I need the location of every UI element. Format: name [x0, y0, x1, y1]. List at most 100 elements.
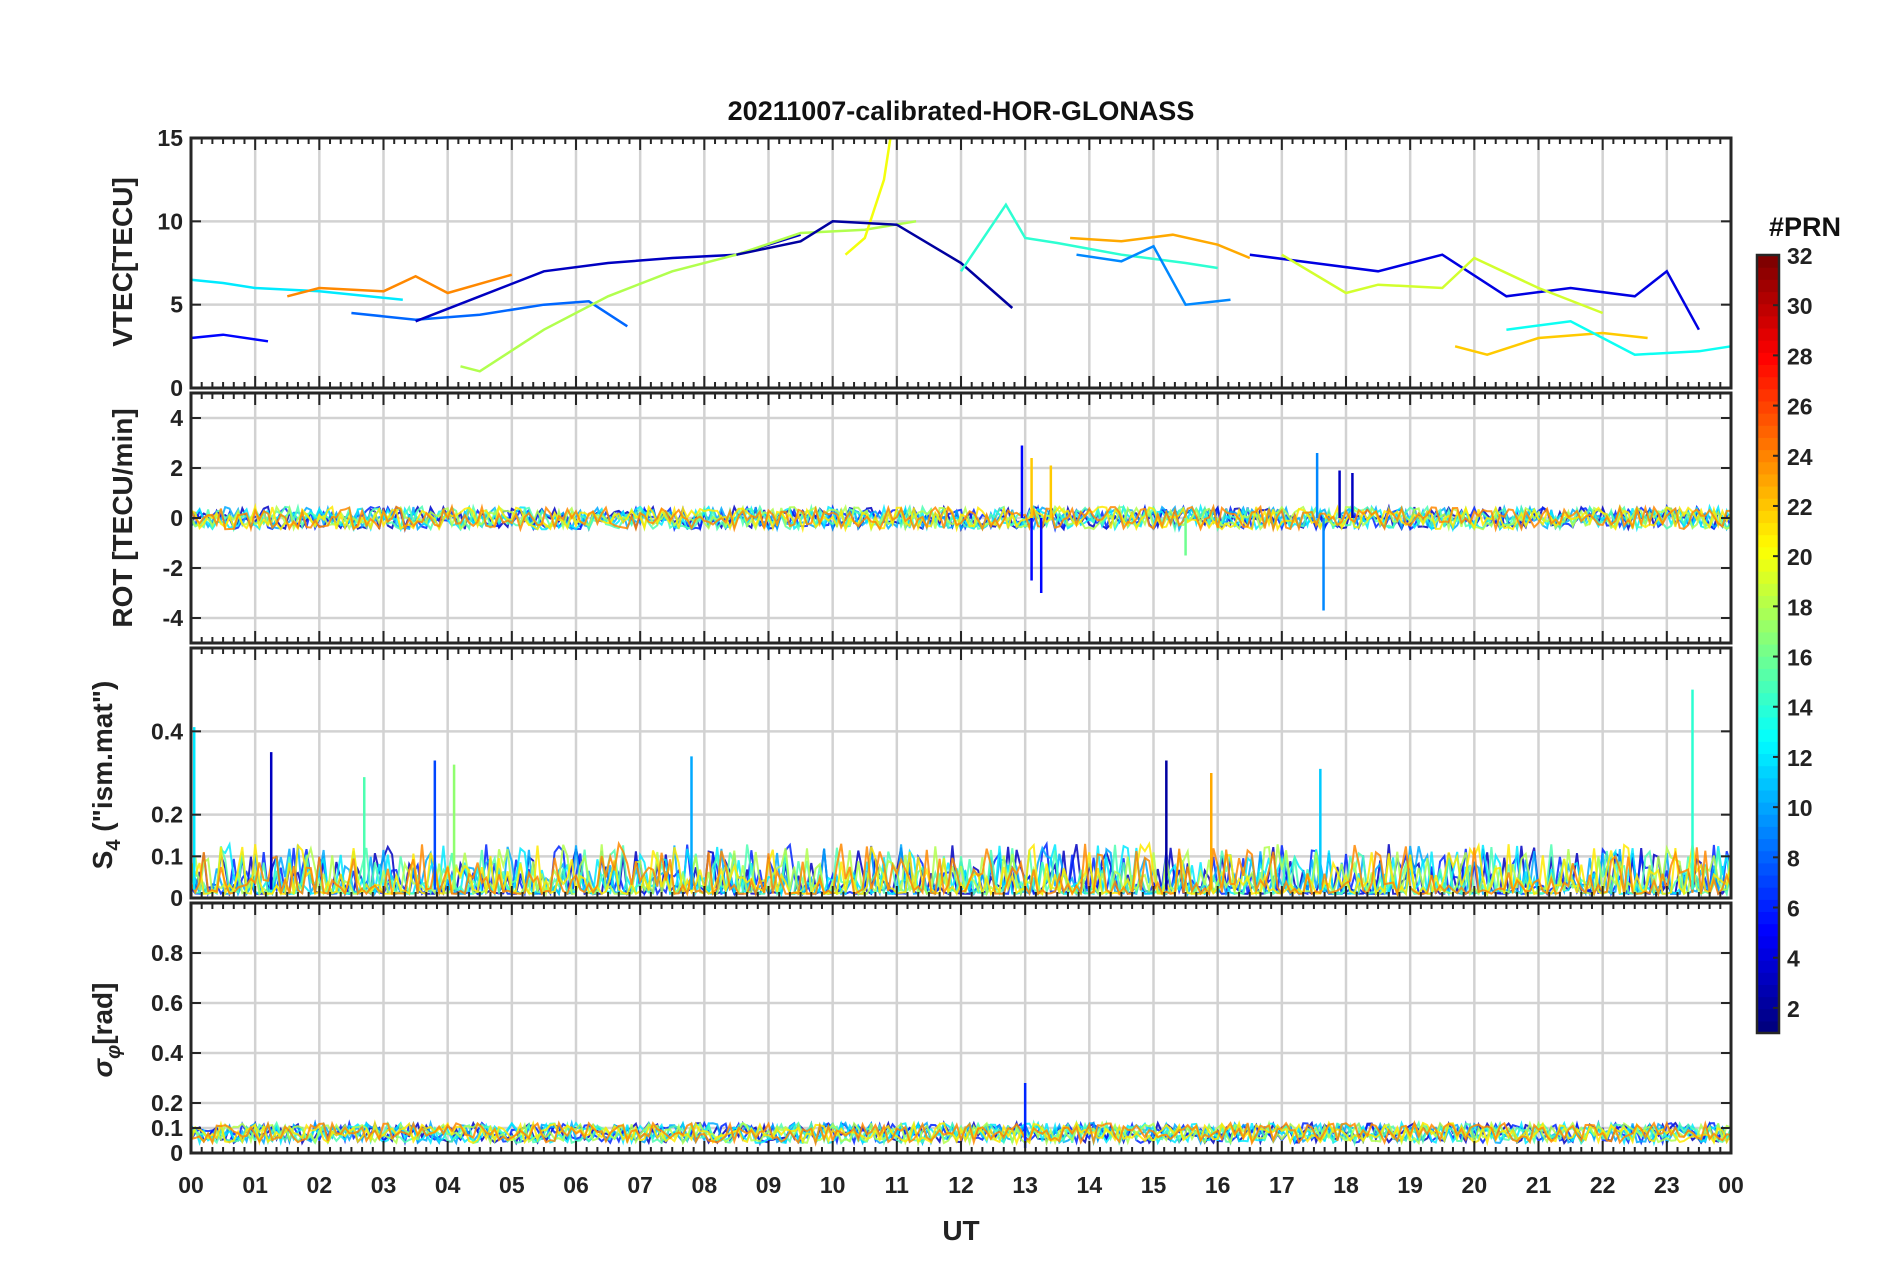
colorbar-segment	[1757, 838, 1779, 852]
sigma-phi-panel: 00.10.2 0.4 0.6 0.8	[151, 901, 1733, 1166]
colorbar-segment	[1757, 352, 1779, 366]
y-tick-label: 2	[170, 455, 183, 481]
x-tick-label: 22	[1590, 1172, 1616, 1198]
sigma-ylabel-main: σ	[87, 1057, 118, 1077]
colorbar-segment	[1757, 935, 1779, 949]
colorbar-segment	[1757, 899, 1779, 913]
colorbar-segment	[1757, 826, 1779, 840]
colorbar-segment	[1757, 376, 1779, 390]
vtec-ylabel: VTEC[TECU]	[107, 177, 138, 347]
colorbar-tick-label: 16	[1787, 645, 1813, 671]
colorbar-segment	[1757, 303, 1779, 317]
s4-ylabel-sub: 4	[103, 839, 125, 851]
colorbar-segment	[1757, 485, 1779, 499]
series-line	[190, 333, 269, 343]
x-tick-label: 06	[563, 1172, 589, 1198]
colorbar-segment	[1757, 595, 1779, 609]
colorbar-segment	[1757, 644, 1779, 657]
s4-ylabel: S4 ("ism.mat")	[87, 681, 125, 870]
colorbar-tick-label: 20	[1787, 544, 1813, 570]
colorbar-frame	[1755, 253, 1781, 1035]
colorbar-segment	[1757, 814, 1779, 827]
colorbar-segment	[1757, 874, 1779, 888]
x-tick-label: 03	[371, 1172, 397, 1198]
colorbar-segment	[1757, 619, 1779, 633]
y-tick-label: 0.4	[151, 718, 183, 744]
colorbar-tick-label: 12	[1787, 745, 1813, 771]
x-tick-label: 23	[1654, 1172, 1680, 1198]
y-tick-label: 4	[170, 405, 183, 431]
colorbar-tick-label: 14	[1787, 695, 1813, 721]
series-line	[844, 137, 892, 256]
colorbar-segment	[1757, 267, 1779, 280]
colorbar-tick-label: 26	[1787, 394, 1813, 420]
colorbar-segment	[1757, 777, 1779, 791]
series-line	[351, 300, 628, 328]
colorbar-segment	[1757, 510, 1779, 524]
rot-panel: -4 -2 0 2 4	[163, 391, 1733, 645]
series-line	[190, 278, 403, 301]
colorbar-segment	[1757, 522, 1779, 536]
colorbar-segment	[1757, 996, 1779, 1010]
colorbar-segment	[1757, 680, 1779, 694]
panel-frame	[189, 901, 1733, 1155]
colorbar-segment	[1757, 862, 1779, 876]
x-tick-label: 08	[692, 1172, 718, 1198]
colorbar-segment	[1757, 984, 1779, 998]
colorbar-segment	[1757, 656, 1779, 669]
colorbar-segment	[1757, 388, 1779, 402]
y-tick-label: 0	[170, 1140, 183, 1166]
series-line	[286, 273, 513, 298]
x-axis-label: UT	[942, 1215, 979, 1246]
x-tick-label: 16	[1205, 1172, 1231, 1198]
noise-trace	[190, 503, 1732, 533]
x-tick-label: 05	[499, 1172, 525, 1198]
colorbar-segment	[1757, 887, 1779, 900]
noise-trace	[190, 502, 1732, 534]
colorbar-tick-label: 10	[1787, 795, 1813, 821]
colorbar-segment	[1757, 571, 1779, 584]
colorbar-segment	[1757, 947, 1779, 961]
panel-frame	[189, 136, 1733, 390]
colorbar-segment	[1757, 1020, 1779, 1034]
colorbar-segment	[1757, 546, 1779, 560]
series-line	[1281, 253, 1604, 315]
colorbar-tick-label: 4	[1787, 946, 1800, 972]
colorbar-segment	[1757, 789, 1779, 803]
sigma-ylabel-rest: [rad]	[87, 983, 118, 1045]
colorbar-segment	[1757, 972, 1779, 985]
x-tick-labels: 00 01 02 03 04 05 06 07 08 09 10 11 12 13 14 15 16 17 18 19…	[178, 1172, 1744, 1198]
x-tick-label: 19	[1397, 1172, 1423, 1198]
colorbar-segment	[1757, 607, 1779, 621]
colorbar-segment	[1757, 534, 1779, 548]
x-tick-label: 18	[1333, 1172, 1359, 1198]
colorbar-segment	[1757, 279, 1779, 293]
colorbar-segment	[1757, 911, 1779, 925]
colorbar-segment	[1757, 960, 1779, 973]
colorbar-segment	[1757, 923, 1779, 937]
x-tick-label: 04	[435, 1172, 461, 1198]
colorbar-segment	[1757, 631, 1779, 645]
s4-ylabel-rest: ("ism.mat")	[87, 681, 118, 840]
colorbar-tick-label: 6	[1787, 896, 1800, 922]
y-tick-label: 0.8	[151, 940, 183, 966]
colorbar-segment	[1757, 716, 1779, 730]
y-tick-label: 0.2	[151, 802, 183, 828]
colorbar-segment	[1757, 449, 1779, 463]
y-tick-label: 0.4	[151, 1040, 183, 1066]
colorbar-segment	[1757, 291, 1779, 305]
y-tick-label: 0.6	[151, 990, 183, 1016]
y-tick-label: 0	[170, 375, 183, 401]
colorbar-segment	[1757, 461, 1779, 475]
colorbar-segment	[1757, 692, 1779, 706]
colorbar-segment	[1757, 400, 1779, 414]
y-tick-label: 0	[170, 885, 183, 911]
colorbar-tick-label: 2	[1787, 996, 1800, 1022]
x-tick-label: 01	[242, 1172, 268, 1198]
x-tick-label: 20	[1462, 1172, 1488, 1198]
colorbar-segment	[1757, 729, 1779, 742]
panel-frame	[189, 646, 1733, 900]
s4-panel: 0 0.1 0.2 0.4	[151, 646, 1733, 911]
